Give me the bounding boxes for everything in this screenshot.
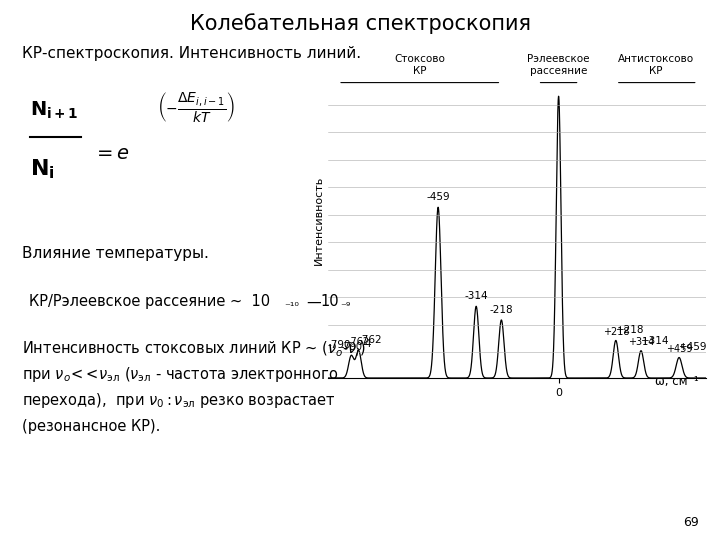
Text: перехода),  при $\nu_0{:}\nu_{\text{эл}}$ резко возрастает: перехода), при $\nu_0{:}\nu_{\text{эл}}$…: [22, 392, 336, 410]
Text: 10: 10: [320, 294, 339, 309]
Text: ⁻⁹: ⁻⁹: [340, 302, 350, 313]
Text: -218: -218: [490, 305, 513, 315]
Text: Рэлеевское
рассеяние: Рэлеевское рассеяние: [527, 54, 590, 76]
Text: Влияние температуры.: Влияние температуры.: [22, 246, 209, 261]
Text: Антистоксово
КР: Антистоксово КР: [618, 54, 694, 76]
Text: —: —: [306, 294, 320, 309]
Text: $\mathbf{N}_{\mathbf{i+1}}$: $\mathbf{N}_{\mathbf{i+1}}$: [30, 100, 78, 121]
Text: -790: -790: [341, 342, 362, 352]
Text: Стоксово
КР: Стоксово КР: [394, 54, 445, 76]
Text: -459: -459: [426, 192, 450, 202]
Text: 69: 69: [683, 516, 698, 529]
Text: +218: +218: [603, 327, 629, 337]
Text: +314: +314: [641, 335, 670, 346]
Text: $= e$: $= e$: [93, 144, 130, 163]
Text: +459: +459: [666, 344, 693, 354]
Text: +314: +314: [628, 338, 654, 347]
Text: $\left(-\dfrac{\Delta E_{i,i-1}}{kT}\right)$: $\left(-\dfrac{\Delta E_{i,i-1}}{kT}\rig…: [156, 90, 234, 124]
Text: ω, см⁻¹: ω, см⁻¹: [654, 375, 698, 388]
Text: -762: -762: [348, 337, 369, 347]
Text: (резонансное КР).: (резонансное КР).: [22, 418, 160, 434]
Text: Интенсивность стоксовых линий КР ~ $(\nu_o\text{-}\nu_i)^4$: Интенсивность стоксовых линий КР ~ $(\nu…: [22, 338, 372, 359]
Text: -314: -314: [464, 291, 488, 301]
Text: -790: -790: [328, 340, 351, 350]
Text: при $\nu_o\!<\!<\!\nu_{\text{эл}}$ ($\nu_{\text{эл}}$ - частота электронного: при $\nu_o\!<\!<\!\nu_{\text{эл}}$ ($\nu…: [22, 364, 338, 383]
Y-axis label: Интенсивность: Интенсивность: [313, 176, 323, 265]
Text: +218: +218: [616, 325, 644, 335]
Text: +459: +459: [679, 342, 708, 353]
Text: КР-спектроскопия. Интенсивность линий.: КР-спектроскопия. Интенсивность линий.: [22, 46, 361, 61]
Text: ⁻¹⁰: ⁻¹⁰: [284, 302, 300, 313]
Text: $\mathbf{N}_{\mathbf{i}}$: $\mathbf{N}_{\mathbf{i}}$: [30, 157, 54, 181]
Text: Колебательная спектроскопия: Колебательная спектроскопия: [189, 14, 531, 35]
Text: -762: -762: [359, 335, 382, 345]
Text: КР/Рэлеевское рассеяние ~  10: КР/Рэлеевское рассеяние ~ 10: [29, 294, 270, 309]
